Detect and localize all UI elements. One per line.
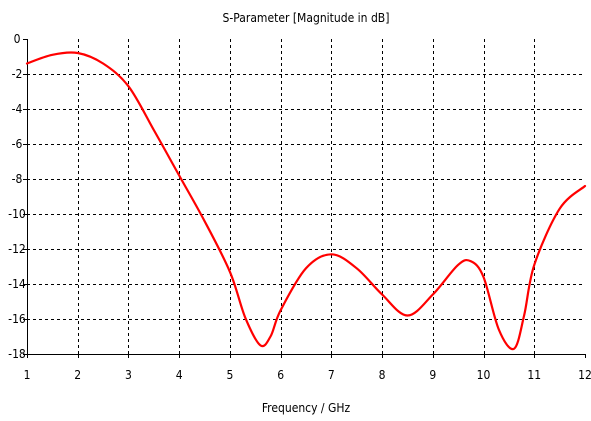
y-tick-label: -10 [8,207,26,221]
x-tick-label: 1 [24,368,31,382]
x-tick-label: 6 [277,368,284,382]
y-tick-label: -2 [12,67,23,81]
y-tick-label: -18 [8,347,26,361]
y-tick-label: -14 [8,277,26,291]
tick-labels: 1 2 3 4 5 6 7 8 9 10 11 120-2-4-6-8-10-12-14-16-18 [8,32,591,382]
x-tick-label: 7 [328,368,335,382]
y-tick-label: -4 [12,102,23,116]
x-tick-label: 8 [379,368,386,382]
y-tick-label: -16 [8,312,26,326]
x-tick-label: 9 [429,368,436,382]
x-tick-label: 4 [176,368,183,382]
series-line [25,51,587,351]
x-tick-label: 3 [125,368,132,382]
y-tick-label: 0 [14,32,21,46]
x-tick-label: 2 [74,368,81,382]
x-axis-label: Frequency / GHz [262,401,351,415]
x-tick-label: 10 [477,368,491,382]
series-layer [25,51,587,351]
x-tick-label: 5 [226,368,233,382]
grid-lines [27,39,585,354]
y-tick-label: -8 [12,172,23,186]
y-tick-label: -6 [12,137,23,151]
y-tick-label: -12 [8,242,26,256]
chart-title: S-Parameter [Magnitude in dB] [223,11,390,25]
x-tick-label: 11 [527,368,541,382]
x-tick-label: 12 [578,368,591,382]
axes [27,39,585,355]
